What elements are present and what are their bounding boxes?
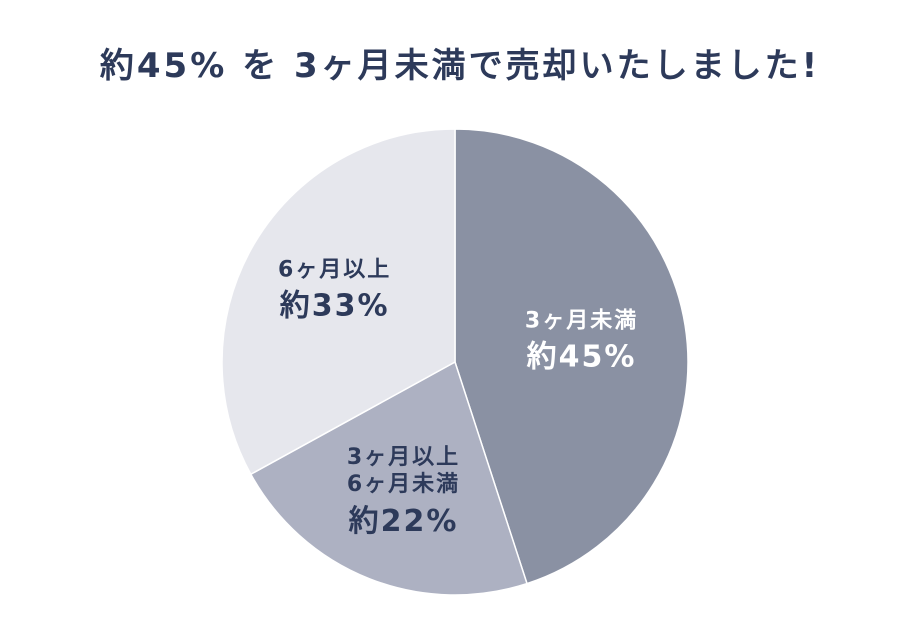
- value-label: 約33%: [279, 288, 390, 324]
- pie-slice: [454, 128, 689, 585]
- value-label: 約45%: [526, 339, 637, 375]
- pie-slice: [221, 128, 456, 476]
- category-label: 6ヶ月以上: [278, 257, 392, 283]
- chart-title: 約45% を 3ヶ月未満で売却いたしました!: [99, 46, 821, 86]
- slice-label: 3ヶ月未満約45%: [525, 307, 638, 376]
- slice-label: 6ヶ月以上約33%: [278, 256, 391, 325]
- slice-label: 3ヶ月以上 6ヶ月未満約22%: [347, 444, 460, 541]
- pie-slice: [249, 360, 528, 596]
- value-label: 約22%: [348, 503, 459, 539]
- category-label: 3ヶ月以上 6ヶ月未満: [346, 444, 461, 498]
- category-label: 3ヶ月未満: [524, 308, 639, 334]
